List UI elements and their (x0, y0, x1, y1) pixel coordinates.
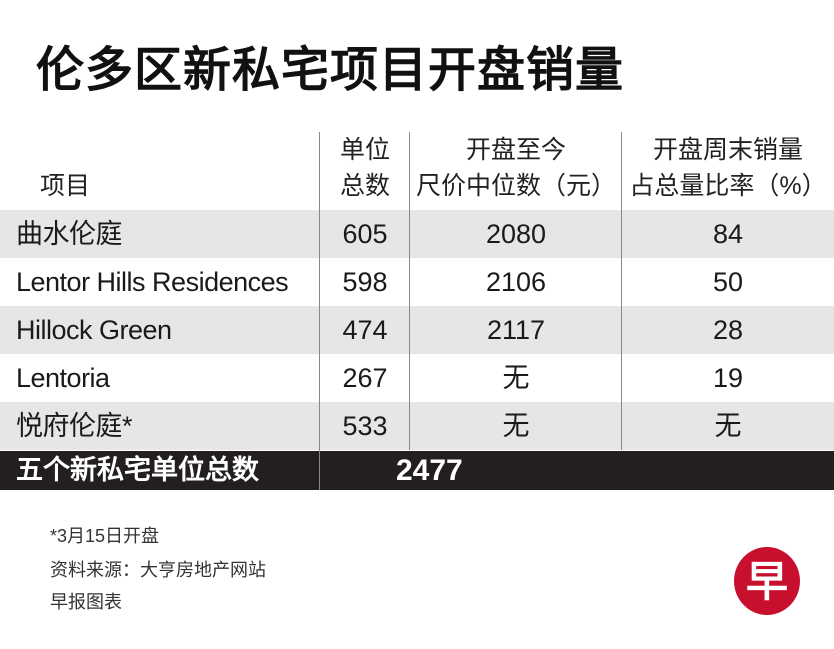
header-launch-ratio: 开盘周末销量 占总量比率（%） (622, 132, 834, 210)
launch-weekend-ratio-cell: 19 (712, 363, 744, 393)
table-row: Hillock Green 474 2117 28 (0, 306, 834, 354)
footnote: *3月15日开盘 (50, 526, 160, 546)
project-name-cell: 悦府伦庭* (16, 411, 133, 441)
header-ratio-line2: 占总量比率（%） (629, 172, 827, 200)
source-note: 资料来源：大亨房地产网站 (50, 560, 266, 580)
credit-note: 早报图表 (50, 592, 122, 612)
table-row: Lentor Hills Residences 598 2106 50 (0, 258, 834, 306)
project-name-cell: Lentor Hills Residences (16, 267, 289, 297)
column-divider (319, 132, 320, 490)
table-row: 曲水伦庭 605 2080 84 (0, 210, 834, 258)
unit-total-cell: 474 (342, 315, 388, 345)
unit-total-cell: 605 (342, 219, 388, 249)
unit-total-cell: 598 (342, 267, 388, 297)
header-project-label: 项目 (40, 172, 91, 200)
median-psf-cell: 无 (502, 411, 530, 441)
header-units-line2: 总数 (339, 172, 390, 200)
header-median-line2: 尺价中位数（元） (415, 172, 616, 200)
zaobao-logo-icon: 早 (734, 547, 800, 615)
header-median-line1: 开盘至今 (465, 136, 566, 164)
total-label: 五个新私宅单位总数 (16, 455, 259, 485)
header-units: 单位 总数 (320, 132, 410, 210)
svg-text:早: 早 (746, 557, 788, 606)
launch-weekend-ratio-cell: 无 (714, 411, 742, 441)
header-ratio-line1: 开盘周末销量 (652, 136, 803, 164)
table-row: 悦府伦庭* 533 无 无 (0, 402, 834, 450)
project-name-cell: 曲水伦庭 (16, 219, 123, 249)
total-value: 2477 (396, 454, 463, 487)
header-units-line1: 单位 (339, 136, 390, 164)
header-median-psf: 开盘至今 尺价中位数（元） (410, 132, 622, 210)
launch-weekend-ratio-cell: 84 (712, 219, 744, 249)
median-psf-cell: 2080 (485, 219, 547, 249)
project-name-cell: Hillock Green (16, 315, 172, 345)
launch-weekend-ratio-cell: 28 (712, 315, 744, 345)
launch-weekend-ratio-cell: 50 (712, 267, 744, 297)
header-project: 项目 (16, 132, 160, 210)
column-divider (621, 132, 622, 450)
unit-total-cell: 533 (342, 411, 388, 441)
total-row: 五个新私宅单位总数 2477 (0, 451, 834, 490)
table-row: Lentoria 267 无 19 (0, 354, 834, 402)
median-psf-cell: 无 (502, 363, 530, 393)
project-name-cell: Lentoria (16, 363, 110, 393)
unit-total-cell: 267 (342, 363, 388, 393)
median-psf-cell: 2117 (486, 315, 546, 345)
column-divider (409, 132, 410, 450)
median-psf-cell: 2106 (485, 267, 547, 297)
chart-title: 伦多区新私宅项目开盘销量 (36, 44, 625, 97)
